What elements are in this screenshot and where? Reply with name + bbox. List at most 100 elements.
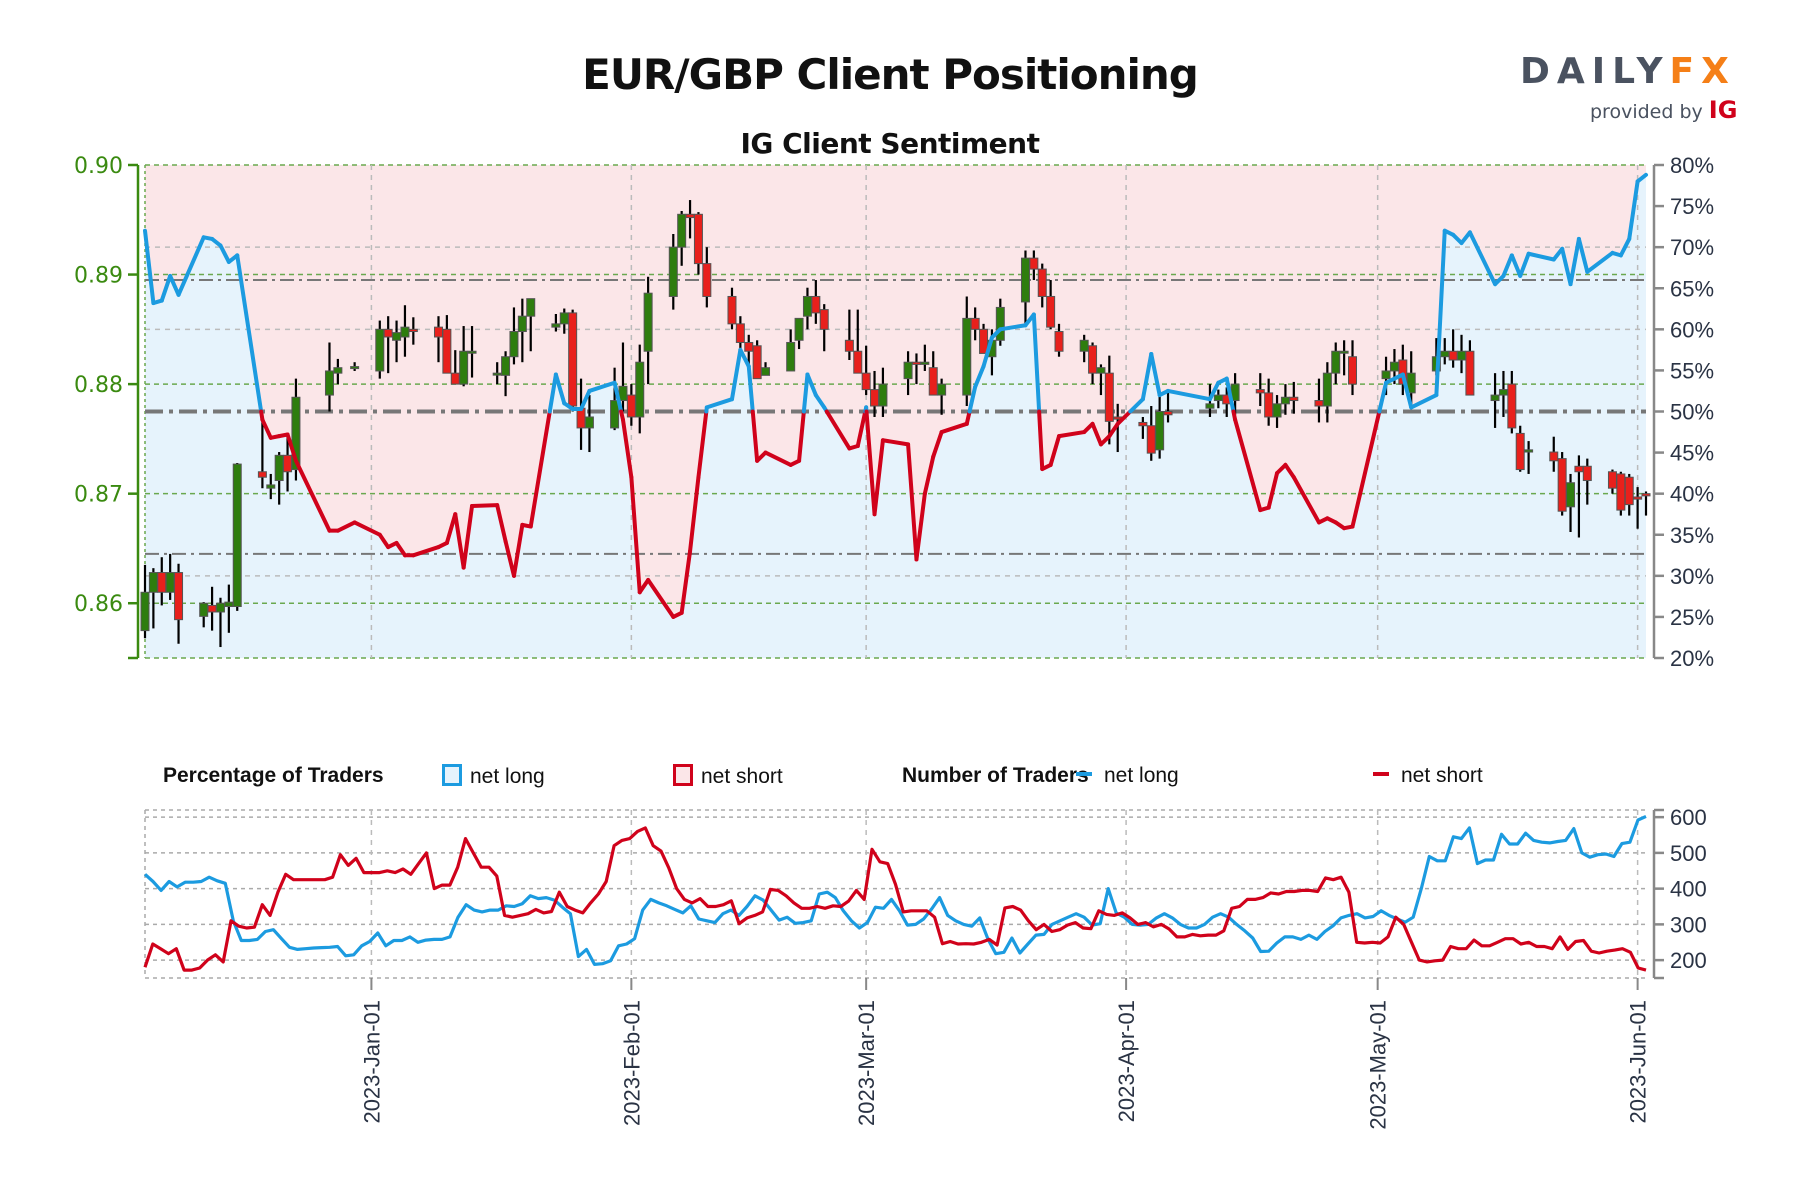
sentiment-line-segment bbox=[495, 503, 508, 544]
candle bbox=[1104, 355, 1114, 445]
logo-provided-by: provided by bbox=[1590, 101, 1703, 123]
date-tick-label: 2023-Apr-01 bbox=[1114, 1000, 1139, 1122]
candle-body bbox=[1079, 339, 1089, 352]
candle bbox=[1633, 487, 1643, 529]
candle-body bbox=[1398, 359, 1408, 385]
sentiment-line-segment bbox=[1291, 475, 1321, 525]
candle bbox=[1641, 491, 1651, 516]
sentiment-line-segment bbox=[461, 503, 475, 570]
candle-body bbox=[853, 350, 863, 374]
candle-body bbox=[1155, 411, 1165, 451]
candle-body bbox=[735, 323, 745, 343]
sentiment-line-segment bbox=[511, 522, 525, 578]
candle-body bbox=[467, 350, 477, 354]
candle bbox=[400, 305, 410, 357]
pct-tick-label: 25% bbox=[1670, 605, 1714, 630]
sentiment-line-segment bbox=[824, 409, 852, 451]
candle bbox=[1054, 323, 1064, 357]
candle-body bbox=[1054, 331, 1064, 352]
candle bbox=[1096, 364, 1106, 396]
candle-body bbox=[1490, 394, 1500, 402]
candle-body bbox=[878, 383, 888, 407]
candle-body bbox=[459, 350, 469, 385]
candle bbox=[442, 315, 452, 374]
sentiment-line-segment bbox=[1635, 172, 1648, 184]
candle-body bbox=[626, 394, 636, 418]
sentiment-line-segment bbox=[1350, 409, 1382, 529]
candle-body bbox=[199, 602, 209, 617]
pct-tick-label: 80% bbox=[1670, 153, 1714, 178]
candle-body bbox=[1020, 257, 1030, 303]
pct-tick-label: 35% bbox=[1670, 523, 1714, 548]
candle bbox=[811, 280, 821, 324]
candle-body bbox=[1096, 367, 1106, 374]
candle bbox=[1406, 351, 1416, 407]
candle bbox=[928, 351, 938, 396]
sentiment-line-segment bbox=[872, 438, 885, 517]
net-short-count-line bbox=[143, 826, 1647, 972]
sentiment-line-segment bbox=[981, 335, 994, 369]
sentiment-line-segment bbox=[931, 430, 944, 459]
candle-body bbox=[1088, 345, 1098, 374]
sentiment-line-segment bbox=[646, 577, 676, 619]
sentiment-line-segment bbox=[352, 520, 382, 537]
candle bbox=[501, 351, 511, 397]
candle bbox=[350, 362, 360, 371]
pct-tick-label: 50% bbox=[1670, 400, 1714, 425]
candle bbox=[232, 462, 242, 611]
sentiment-line-segment bbox=[1467, 230, 1498, 287]
candle-body bbox=[509, 331, 519, 358]
sentiment-line-segment bbox=[964, 409, 972, 426]
candle-body bbox=[1406, 372, 1416, 394]
net-long-line-icon bbox=[1076, 772, 1092, 776]
candle bbox=[1566, 473, 1576, 533]
candle-body bbox=[559, 312, 569, 325]
sentiment-line-segment bbox=[159, 273, 173, 303]
candle-body bbox=[727, 295, 737, 325]
sentiment-line-segment bbox=[1107, 421, 1120, 439]
candle-body bbox=[1272, 403, 1282, 418]
candle bbox=[526, 298, 536, 352]
candle-body bbox=[643, 292, 653, 352]
sentiment-line-segment bbox=[168, 273, 181, 297]
candle-body bbox=[232, 463, 242, 608]
sentiment-line-segment bbox=[1377, 380, 1389, 414]
candle-body bbox=[928, 367, 938, 396]
logo-provider: IG bbox=[1708, 96, 1738, 124]
sentiment-line-segment bbox=[503, 539, 516, 578]
candle-body bbox=[1582, 465, 1592, 482]
sentiment-line-segment bbox=[1560, 246, 1573, 287]
price-tick-label: 0.86 bbox=[74, 592, 123, 617]
candle bbox=[266, 473, 276, 500]
sentiment-line-segment bbox=[1128, 397, 1145, 414]
candle-body bbox=[1213, 394, 1223, 402]
candle-body bbox=[870, 389, 880, 407]
candle-body bbox=[610, 400, 620, 429]
candle bbox=[1020, 250, 1030, 328]
candle-body bbox=[1515, 432, 1525, 471]
sentiment-line-segment bbox=[260, 417, 273, 440]
candle-body bbox=[140, 591, 150, 632]
candle-body bbox=[844, 339, 854, 352]
candle-body bbox=[794, 317, 804, 341]
candle-body bbox=[903, 361, 913, 380]
candle bbox=[467, 326, 477, 378]
candle-body bbox=[1633, 496, 1643, 500]
candle bbox=[408, 317, 418, 345]
candle bbox=[995, 298, 1005, 346]
candle bbox=[610, 367, 620, 431]
candle-body bbox=[383, 328, 393, 338]
sentiment-line-segment bbox=[855, 409, 868, 449]
net-long-swatch-icon bbox=[442, 764, 462, 786]
sentiment-line-segment bbox=[1031, 312, 1042, 414]
sentiment-line-segment bbox=[293, 458, 332, 533]
candle bbox=[903, 351, 913, 396]
sentiment-line-segment bbox=[1459, 230, 1472, 246]
candle-body bbox=[324, 370, 334, 396]
candle-body bbox=[1146, 425, 1156, 454]
legend-pct-long-label: net long bbox=[470, 765, 545, 788]
date-tick-label: 2023-Mar-01 bbox=[854, 1000, 879, 1126]
candle bbox=[1398, 344, 1408, 396]
candle-body bbox=[1138, 421, 1148, 427]
